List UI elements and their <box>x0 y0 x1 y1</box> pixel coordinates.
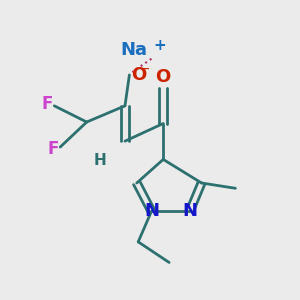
Text: O: O <box>156 68 171 86</box>
Text: Na: Na <box>120 41 147 59</box>
Text: F: F <box>41 95 53 113</box>
Text: F: F <box>47 140 59 158</box>
Text: N: N <box>144 202 159 220</box>
Text: H: H <box>94 153 106 168</box>
Text: O: O <box>131 66 146 84</box>
Text: N: N <box>182 202 197 220</box>
Text: +: + <box>153 38 166 53</box>
Text: ⁻: ⁻ <box>142 64 150 80</box>
